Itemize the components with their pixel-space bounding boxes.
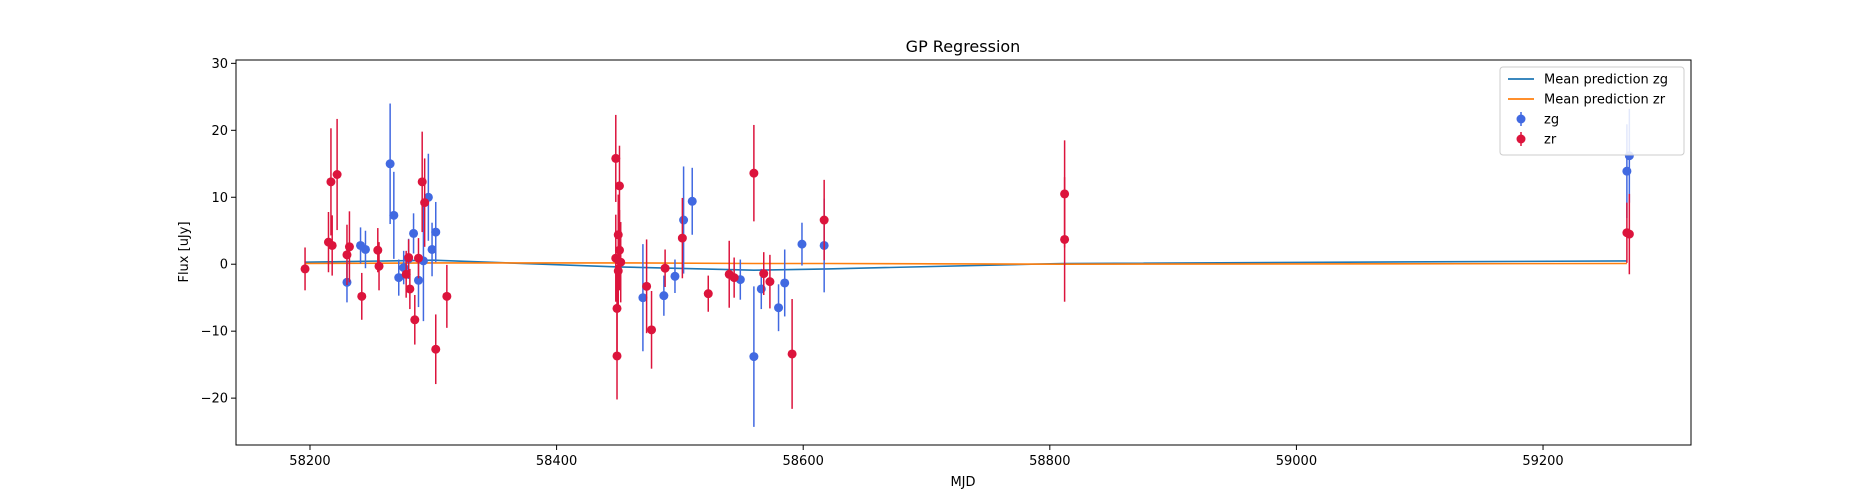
- mean-prediction-line-zg: [305, 259, 1627, 272]
- legend-marker-swatch: [1516, 114, 1526, 124]
- legend-label: zg: [1544, 113, 1559, 128]
- data-point-zg: [385, 159, 395, 169]
- data-point-zr: [410, 315, 420, 325]
- x-tick-label: 59000: [1276, 454, 1317, 469]
- y-tick-label: −10: [201, 325, 228, 340]
- data-point-zr: [787, 349, 797, 359]
- data-point-zr: [1060, 234, 1070, 244]
- data-point-zg: [687, 196, 697, 206]
- chart-title: GP Regression: [906, 37, 1021, 56]
- data-point-zg: [659, 291, 669, 301]
- data-point-zr: [729, 273, 739, 283]
- data-point-zr: [660, 263, 670, 273]
- y-axis-label: Flux [uJy]: [177, 221, 192, 282]
- axes-frame: [235, 59, 1692, 446]
- x-tick-label: 58400: [536, 454, 577, 469]
- data-point-zg: [780, 278, 790, 288]
- data-point-zr: [749, 168, 759, 178]
- data-point-zg: [774, 303, 784, 313]
- data-point-zr: [413, 253, 423, 263]
- data-point-zr: [614, 181, 624, 191]
- y-tick-label: 0: [220, 258, 228, 273]
- data-point-zr: [404, 253, 414, 263]
- data-point-zr: [647, 325, 657, 335]
- x-tick-label: 58200: [289, 454, 330, 469]
- data-point-zr: [677, 233, 687, 243]
- data-point-zg: [427, 244, 437, 254]
- data-point-zg: [679, 215, 689, 225]
- data-point-zg: [638, 293, 648, 303]
- data-point-zr: [614, 245, 624, 255]
- data-point-zr: [819, 215, 829, 225]
- data-point-zr: [332, 169, 342, 179]
- data-point-zr: [373, 245, 383, 255]
- data-point-zg: [360, 244, 370, 254]
- legend-marker-swatch: [1516, 134, 1526, 144]
- x-tick-label: 58600: [783, 454, 824, 469]
- data-point-zr: [357, 291, 367, 301]
- data-point-zr: [405, 284, 415, 294]
- data-point-zr: [759, 269, 769, 279]
- data-point-zr: [374, 261, 384, 271]
- y-tick-label: −20: [201, 392, 228, 407]
- data-point-zr: [612, 303, 622, 313]
- legend-label: zr: [1544, 133, 1557, 148]
- y-axis-ticks: −20 −10 0 10 20 30: [201, 57, 236, 407]
- data-point-zg: [394, 273, 404, 283]
- data-point-zg: [413, 275, 423, 285]
- data-point-zr: [431, 344, 441, 354]
- y-tick-label: 20: [211, 124, 228, 139]
- data-point-zg: [749, 352, 759, 362]
- x-axis-label: MJD: [950, 475, 975, 490]
- x-axis-ticks: 58200 58400 58600 58800 59000 59200: [289, 445, 1564, 469]
- data-point-zr: [326, 177, 336, 187]
- points-layer: [300, 103, 1634, 427]
- legend-box: [1499, 66, 1685, 156]
- data-point-zr: [765, 277, 775, 287]
- data-point-zr: [327, 240, 337, 250]
- data-point-zg: [797, 239, 807, 249]
- data-point-zr: [616, 257, 626, 267]
- series-zg: [342, 103, 1634, 427]
- legend-label: Mean prediction zr: [1544, 93, 1666, 108]
- series-zr: [300, 114, 1634, 409]
- data-point-zr: [420, 198, 430, 208]
- x-tick-label: 58800: [1029, 454, 1070, 469]
- legend-label: Mean prediction zg: [1544, 73, 1668, 88]
- data-point-zr: [611, 153, 621, 163]
- lines-layer: [305, 259, 1627, 272]
- x-tick-label: 59200: [1522, 454, 1563, 469]
- y-tick-label: 10: [211, 191, 228, 206]
- mean-prediction-line-zr: [305, 262, 1627, 266]
- data-point-zr: [642, 281, 652, 291]
- data-point-zg: [670, 271, 680, 281]
- y-tick-label: 30: [211, 57, 228, 72]
- data-point-zr: [300, 264, 310, 274]
- data-point-zg: [389, 210, 399, 220]
- data-point-zg: [431, 227, 441, 237]
- data-point-zr: [344, 242, 354, 252]
- data-point-zr: [703, 289, 713, 299]
- data-point-zg: [409, 228, 419, 238]
- data-point-zr: [442, 291, 452, 301]
- legend: Mean prediction zg Mean prediction zr zg zr: [1499, 66, 1685, 156]
- data-point-zr: [612, 351, 622, 361]
- data-point-zr: [1624, 229, 1634, 239]
